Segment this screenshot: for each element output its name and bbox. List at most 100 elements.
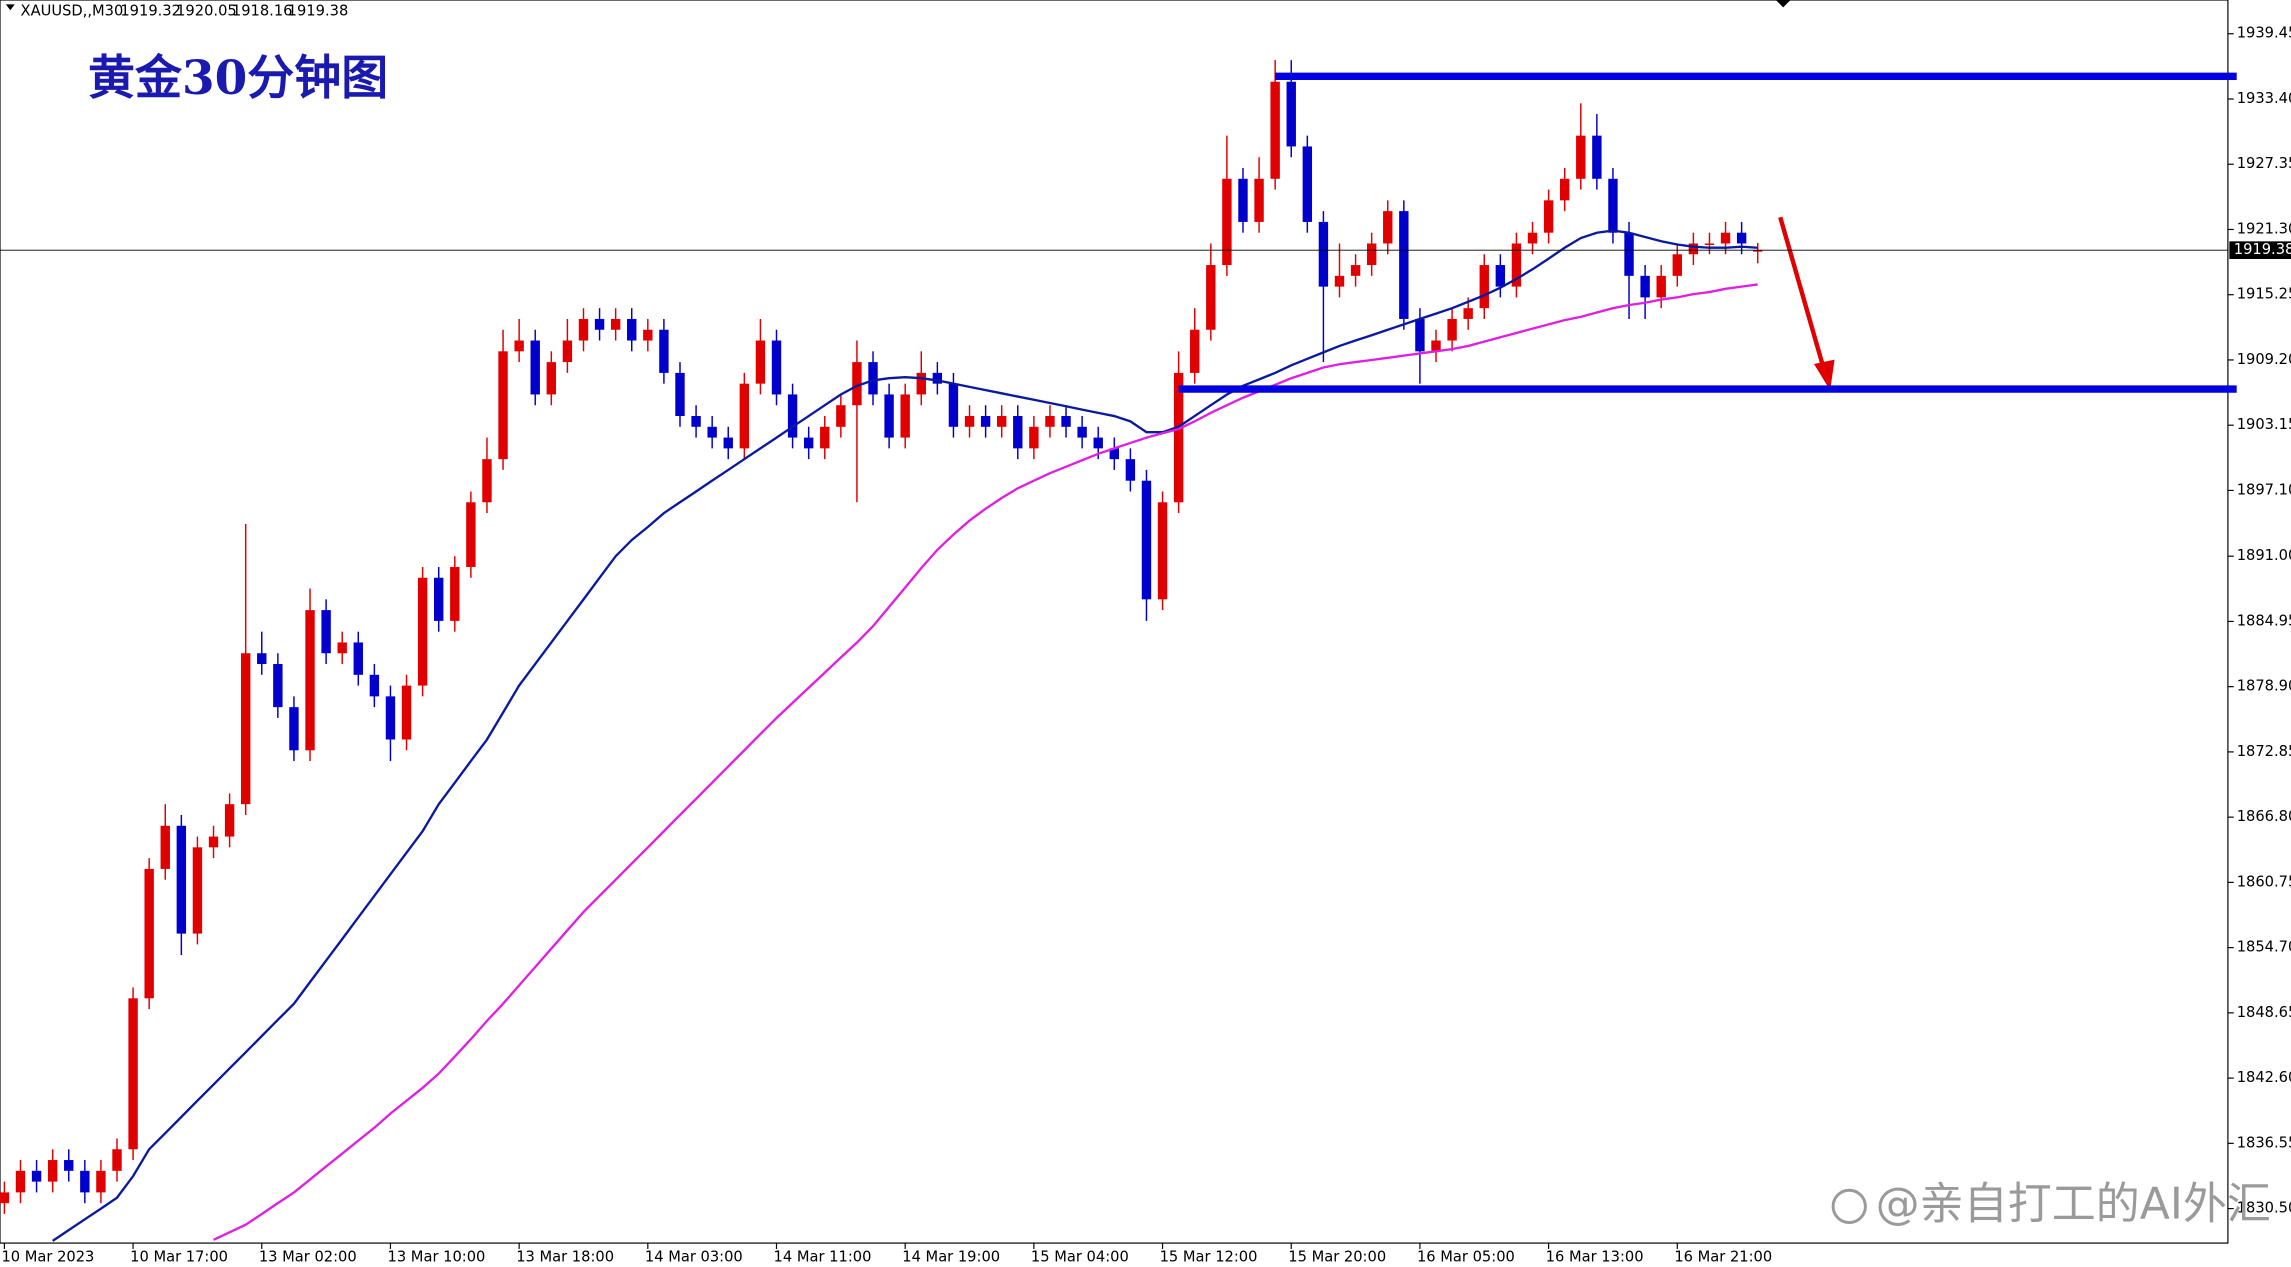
candle-body bbox=[337, 642, 347, 654]
candle-body bbox=[659, 329, 669, 373]
candle-body bbox=[675, 372, 685, 417]
candle-body bbox=[1495, 265, 1506, 287]
candle-body bbox=[1125, 459, 1136, 481]
candle-body bbox=[980, 416, 991, 427]
candle-body bbox=[224, 804, 235, 837]
candle-body bbox=[1013, 416, 1023, 449]
chart-title: 黄金30分钟图 bbox=[88, 51, 388, 106]
candle-body bbox=[514, 340, 524, 352]
y-tick-label: 1878.90 bbox=[2237, 678, 2291, 695]
y-tick-label: 1854.70 bbox=[2237, 939, 2291, 956]
header-open: 1919.32 bbox=[120, 3, 181, 20]
candle-body bbox=[1431, 340, 1441, 352]
candle-body bbox=[530, 340, 540, 395]
candle-body bbox=[1206, 265, 1216, 330]
candle-body bbox=[64, 1160, 74, 1171]
candle-body bbox=[1704, 243, 1715, 245]
candle-body bbox=[208, 836, 219, 848]
candle-body bbox=[1109, 448, 1119, 460]
plot-frame bbox=[0, 0, 2229, 1244]
candle-body bbox=[884, 394, 894, 438]
candle-body bbox=[691, 416, 701, 427]
candle-body bbox=[1592, 135, 1602, 179]
candle-body bbox=[1173, 372, 1184, 503]
candle-body bbox=[707, 426, 717, 438]
marks bbox=[0, 60, 1763, 1242]
candle-body bbox=[434, 577, 444, 621]
x-tick-label: 16 Mar 05:00 bbox=[1417, 1249, 1515, 1266]
candle-body bbox=[1366, 243, 1377, 266]
candle-body bbox=[1141, 480, 1152, 600]
candle-body bbox=[964, 416, 975, 427]
candle-body bbox=[1190, 329, 1200, 373]
candle-body bbox=[1383, 211, 1393, 244]
candle-body bbox=[192, 847, 203, 934]
candle-body bbox=[755, 340, 766, 384]
candle-body bbox=[1061, 416, 1071, 427]
x-tick-label: 10 Mar 2023 bbox=[1, 1249, 94, 1266]
candle-body bbox=[450, 566, 460, 621]
candle-body bbox=[1736, 232, 1747, 244]
candle-body bbox=[498, 351, 508, 460]
x-tick-label: 13 Mar 10:00 bbox=[388, 1249, 486, 1266]
candle-body bbox=[562, 340, 573, 363]
candle-body bbox=[417, 577, 428, 686]
candle-body bbox=[803, 437, 814, 449]
candle-body bbox=[739, 383, 750, 449]
current-price-label: 1919.38 bbox=[2234, 241, 2291, 258]
candle-body bbox=[353, 642, 363, 675]
shift-marker bbox=[1775, 0, 1791, 8]
candle-body bbox=[273, 664, 283, 708]
candle-body bbox=[1029, 426, 1039, 449]
y-tick-label: 1909.20 bbox=[2237, 351, 2291, 368]
candle-body bbox=[1093, 437, 1103, 449]
candle-body bbox=[771, 340, 782, 395]
candle-body bbox=[1286, 81, 1296, 147]
candle-body bbox=[1720, 232, 1731, 244]
candle-body bbox=[160, 825, 170, 869]
candle-body bbox=[1576, 135, 1586, 179]
candle-body bbox=[1559, 178, 1570, 201]
candle-body bbox=[546, 362, 557, 395]
header: XAUUSD,,M30 1919.32 1920.05 1918.16 1919… bbox=[21, 3, 349, 20]
candle-body bbox=[787, 394, 798, 438]
candle-body bbox=[1045, 416, 1055, 427]
candle-body bbox=[401, 685, 412, 740]
header-low: 1918.16 bbox=[232, 3, 293, 20]
candle-body bbox=[610, 318, 621, 330]
candle-body bbox=[1302, 146, 1313, 222]
symbol: XAUUSD,,M30 bbox=[21, 3, 124, 20]
candle-body bbox=[128, 998, 138, 1150]
candle-body bbox=[1254, 178, 1264, 222]
moving-average bbox=[52, 229, 1758, 1242]
candle-body bbox=[257, 653, 267, 665]
y-tick-label: 1830.50 bbox=[2237, 1200, 2291, 1217]
candle-body bbox=[1688, 243, 1699, 255]
candle-body bbox=[948, 383, 959, 427]
y-tick-label: 1897.10 bbox=[2237, 481, 2291, 498]
candle-body bbox=[1077, 426, 1087, 438]
y-tick-label: 1915.25 bbox=[2237, 286, 2291, 303]
candle-body bbox=[31, 1170, 42, 1182]
candle-body bbox=[240, 653, 251, 805]
candle-body bbox=[643, 329, 653, 341]
y-tick-label: 1903.15 bbox=[2237, 416, 2291, 433]
watermark: @亲自打工的AI外汇 bbox=[1831, 1178, 2271, 1229]
candle-body bbox=[112, 1149, 122, 1171]
candle-body bbox=[1447, 318, 1457, 341]
candle-body bbox=[369, 674, 380, 697]
candle-body bbox=[1479, 265, 1489, 309]
candle-body bbox=[594, 318, 605, 330]
candle-body bbox=[96, 1170, 106, 1193]
candle-body bbox=[1222, 178, 1232, 266]
x-tick-label: 13 Mar 18:00 bbox=[516, 1249, 614, 1266]
candle-body bbox=[1270, 81, 1280, 179]
x-tick-label: 14 Mar 19:00 bbox=[902, 1249, 1000, 1266]
candle-body bbox=[1399, 211, 1409, 319]
candle-body bbox=[1415, 318, 1425, 352]
candle-body bbox=[836, 405, 846, 427]
x-tick-label: 15 Mar 04:00 bbox=[1031, 1249, 1129, 1266]
y-tick-label: 1848.65 bbox=[2237, 1004, 2291, 1021]
candle-body bbox=[15, 1170, 26, 1193]
candle-body bbox=[627, 318, 637, 341]
